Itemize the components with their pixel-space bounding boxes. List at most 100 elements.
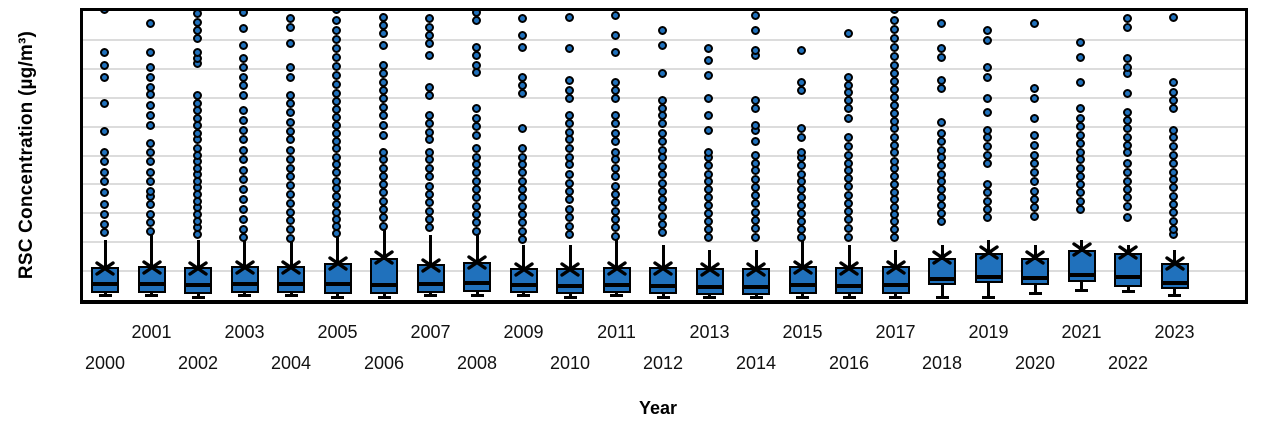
x-tick-2007: 2007 [410,322,451,342]
outlier-dot [1169,133,1178,143]
lower-whisker-cap [656,295,670,299]
outlier-dot [1169,103,1178,113]
mean-x-marker [327,255,348,271]
outlier-dot [936,137,946,147]
lower-whisker-cap [1168,293,1181,297]
outlier-dot [285,117,295,127]
median-line [417,282,444,287]
outlier-dot [332,96,341,106]
upper-whisker [568,245,572,269]
boxplot-2016 [835,11,863,300]
outlier-dot [425,23,434,33]
median-line [1022,276,1048,281]
lower-whisker-cap [284,294,298,298]
outlier-dot [564,152,574,162]
lower-whisker-cap [98,294,112,298]
outlier-dot [983,197,992,207]
outlier-dot [936,117,946,127]
outlier-dot [890,68,899,78]
outlier-dot [657,137,667,147]
outlier-dot [332,144,341,154]
outlier-dot [936,201,946,211]
outlier-dot [890,225,899,235]
outlier-dot [332,168,341,178]
x-tick-2023: 2023 [1154,322,1195,342]
outlier-dot [518,88,527,98]
outlier-dot [239,165,248,175]
median-line [557,284,583,289]
outlier-dot [1029,113,1039,123]
outlier-dot [332,88,341,98]
outlier-dot [471,210,481,220]
outlier-dot [146,218,155,228]
outlier-dot [564,213,574,223]
outlier-dot [239,215,248,225]
outlier-dot [285,154,295,164]
outlier-dot [1169,208,1178,218]
outlier-dot [378,213,388,223]
boxplot-2011 [602,11,631,300]
outlier-dot [99,210,109,220]
outlier-dot [983,205,992,215]
lower-whisker-cap [889,295,902,299]
mean-x-marker [606,261,627,276]
outlier-dot [425,215,434,225]
outlier-dot [657,25,667,35]
outlier-dot [99,220,109,230]
outlier-dot [239,205,248,215]
outlier-dot [332,208,341,218]
outlier-dot [332,34,341,44]
outlier-dot [1122,53,1132,63]
outlier-dot [611,155,620,165]
outlier-dot [657,40,667,50]
outlier-dot [285,107,295,117]
outlier-dot [890,148,899,158]
outlier-dot [704,125,713,135]
outlier-dot [471,202,481,212]
outlier-dot [564,187,574,197]
outlier-dot [285,172,295,182]
outlier-dot [890,25,899,35]
outlier-dot [99,11,109,14]
outlier-dot [425,118,434,128]
outlier-dot [797,177,806,187]
outlier-dot [471,15,481,25]
outlier-dot [518,143,527,153]
outlier-dot [518,80,527,90]
outlier-dot [285,62,295,72]
outlier-dot [843,80,853,90]
lower-whisker-cap [796,295,809,299]
outlier-dot [518,235,527,245]
outlier-dot [378,130,388,140]
outlier-dot [1076,103,1085,113]
lower-whisker [987,282,990,298]
outlier-dot [704,161,713,171]
outlier-dot [192,47,202,57]
outlier-dot [239,62,248,72]
outlier-dot [657,212,667,222]
outlier-dot [471,193,481,203]
lower-whisker-cap [842,295,856,299]
upper-whisker [336,235,339,263]
outlier-dot [843,72,853,82]
outlier-dot [564,127,574,137]
gridline [83,38,1245,41]
outlier-dot [611,190,620,200]
outlier-dot [657,68,667,78]
lower-whisker-cap [749,296,763,300]
outlier-dot [518,227,527,237]
median-line [1068,273,1095,278]
outlier-dot [239,145,248,155]
outlier-dot [936,209,946,219]
x-tick-2004: 2004 [270,353,312,373]
outlier-dot [983,180,992,190]
upper-whisker [429,235,432,265]
outlier-dot [425,182,434,192]
outlier-dot [704,193,713,203]
outlier-dot [378,180,388,190]
outlier-dot [1076,77,1085,87]
outlier-dot [471,185,481,195]
outlier-dot [471,152,481,162]
outlier-dot [797,169,806,179]
